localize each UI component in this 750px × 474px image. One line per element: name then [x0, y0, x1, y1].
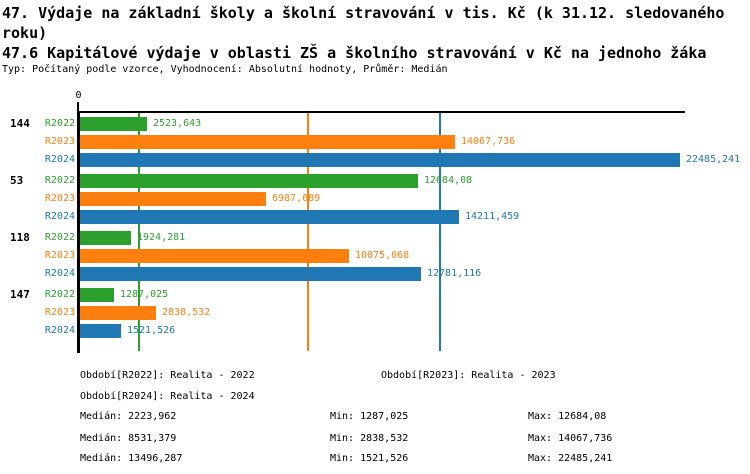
row-label-r2023: R2023: [44, 136, 75, 147]
row-label-r2023: R2023: [44, 250, 75, 261]
x-axis-tick-mark: [77, 102, 79, 111]
row-label-r2022: R2022: [44, 289, 75, 300]
bar-53-r2023: [80, 192, 266, 206]
bar-147-r2023: [80, 306, 156, 320]
row-label-r2024: R2024: [44, 268, 75, 279]
plot-area: 0 144 R2022 2523,643 R2023 14067,736 R2024 224…: [0, 88, 750, 360]
legend-item-r2022: Období[R2022]: Realita - 2022: [80, 370, 255, 381]
bar-value-label: 1287,025: [120, 289, 169, 300]
bar-144-r2024: [80, 153, 680, 167]
group-label-118: 118: [10, 231, 30, 244]
row-label-r2022: R2022: [44, 175, 75, 186]
bar-value-label: 10075,068: [355, 250, 410, 261]
bar-53-r2022: [80, 174, 418, 188]
bar-147-r2022: [80, 288, 114, 302]
stat-max-r2024: Max: 22485,241: [528, 453, 613, 464]
x-axis-line: [77, 111, 685, 113]
stat-median-r2022: Medián: 2223,962: [80, 411, 177, 422]
bar-value-label: 6987,689: [272, 193, 321, 204]
bar-value-label: 1521,526: [127, 325, 176, 336]
bar-value-label: 1924,281: [137, 232, 186, 243]
row-label-r2023: R2023: [44, 193, 75, 204]
stat-max-r2023: Max: 14067,736: [528, 433, 613, 444]
median-line-r2022: [138, 113, 141, 351]
bar-value-label: 12684,08: [424, 175, 473, 186]
bar-118-r2022: [80, 231, 131, 245]
median-line-r2024: [439, 113, 442, 351]
row-label-r2024: R2024: [44, 325, 75, 336]
stat-min-r2023: Min: 2838,532: [330, 433, 409, 444]
row-label-r2022: R2022: [44, 118, 75, 129]
y-axis-line: [77, 111, 80, 353]
row-label-r2023: R2023: [44, 307, 75, 318]
report-meta-line: Typ: Počítaný podle vzorce, Vyhodnocení:…: [2, 64, 448, 75]
stat-median-r2024: Medián: 13496,287: [80, 453, 183, 464]
bar-147-r2024: [80, 324, 121, 338]
stat-min-r2024: Min: 1521,526: [330, 453, 409, 464]
row-label-r2022: R2022: [44, 232, 75, 243]
stat-min-r2022: Min: 1287,025: [330, 411, 409, 422]
stat-median-r2023: Medián: 8531,379: [80, 433, 177, 444]
row-label-r2024: R2024: [44, 211, 75, 222]
group-label-147: 147: [10, 288, 30, 301]
bar-value-label: 2523,643: [153, 118, 202, 129]
bar-value-label: 2838,532: [162, 307, 211, 318]
stat-max-r2022: Max: 12684,08: [528, 411, 607, 422]
row-label-r2024: R2024: [44, 154, 75, 165]
median-line-r2023: [306, 113, 309, 351]
bar-118-r2023: [80, 249, 349, 263]
group-label-144: 144: [10, 117, 30, 130]
bar-value-label: 14067,736: [461, 136, 516, 147]
report-subtitle: 47.6 Kapitálové výdaje v oblasti ZŠ a šk…: [2, 44, 707, 62]
legend-item-r2024: Období[R2024]: Realita - 2024: [80, 391, 255, 402]
bar-value-label: 12781,116: [427, 268, 482, 279]
group-label-53: 53: [10, 174, 24, 187]
legend-item-r2023: Období[R2023]: Realita - 2023: [381, 370, 556, 381]
bar-value-label: 22485,241: [686, 154, 741, 165]
bar-53-r2024: [80, 210, 459, 224]
bar-value-label: 14211,459: [465, 211, 520, 222]
bar-118-r2024: [80, 267, 421, 281]
bar-144-r2022: [80, 117, 147, 131]
x-axis-tick-label-0: 0: [75, 90, 82, 101]
bar-144-r2023: [80, 135, 455, 149]
report-title: 47. Výdaje na základní školy a školní st…: [2, 4, 725, 42]
